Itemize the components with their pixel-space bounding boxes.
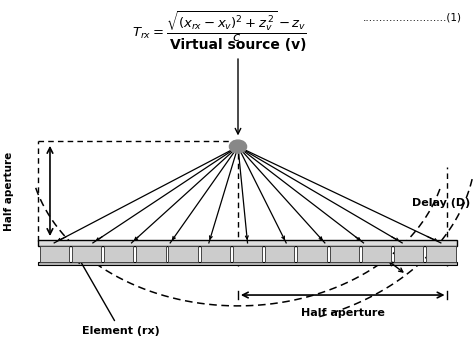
Bar [394, 246, 423, 262]
Bar [298, 246, 327, 262]
Text: $T_{rx} = \dfrac{\sqrt{\left(x_{rx}-x_v\right)^2+z_v^{\,2}}-z_v}{c}$: $T_{rx} = \dfrac{\sqrt{\left(x_{rx}-x_v\… [132, 9, 306, 44]
Bar [72, 246, 101, 262]
Bar [426, 246, 456, 262]
Text: Half aperture: Half aperture [301, 308, 385, 318]
Bar [329, 246, 359, 262]
Text: .........................(1): .........................(1) [363, 13, 462, 23]
Bar [265, 246, 295, 262]
Text: Element (rx): Element (rx) [79, 258, 159, 336]
Bar [362, 246, 391, 262]
Bar [136, 246, 166, 262]
Text: Delay (D): Delay (D) [412, 198, 470, 208]
Bar [38, 240, 457, 246]
Bar [104, 246, 133, 262]
Bar [233, 246, 262, 262]
Bar [38, 262, 457, 265]
Circle shape [229, 140, 247, 153]
Bar [169, 246, 198, 262]
Bar [200, 246, 230, 262]
Text: Virtual source (v): Virtual source (v) [170, 38, 306, 52]
Bar [40, 246, 69, 262]
Text: Half aperture: Half aperture [3, 151, 14, 231]
